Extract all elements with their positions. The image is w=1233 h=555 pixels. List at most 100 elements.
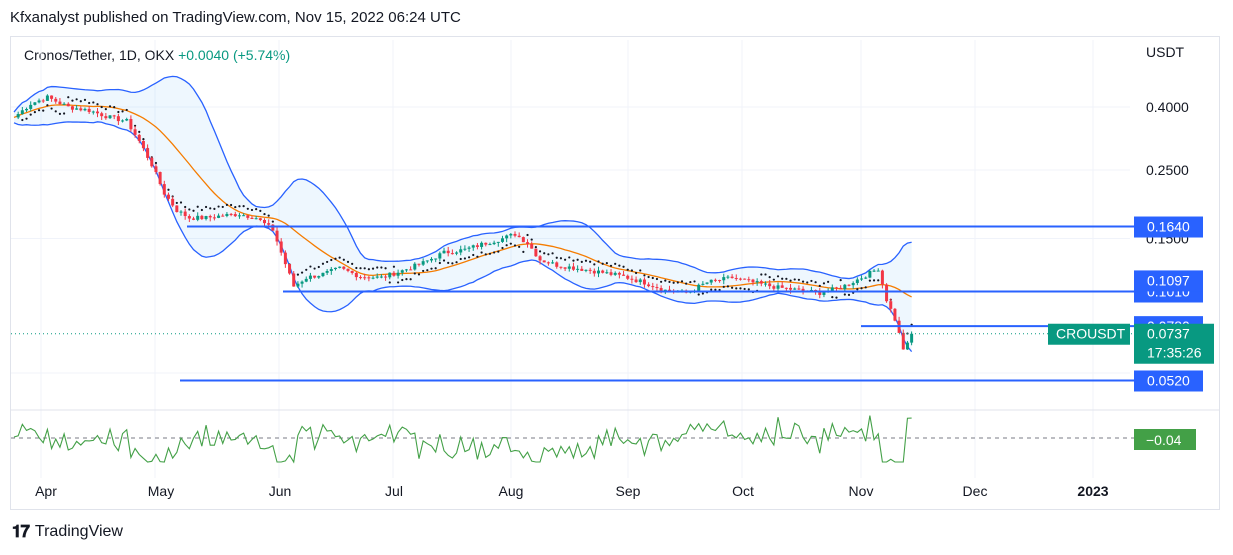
- candle: [571, 262, 575, 271]
- candle: [175, 205, 179, 213]
- candle-body: [475, 245, 479, 247]
- candles: [16, 94, 914, 350]
- candle-body: [237, 215, 241, 217]
- candle: [66, 102, 70, 107]
- chart-frame: [10, 36, 1220, 510]
- candle: [521, 236, 525, 243]
- candle-body: [200, 215, 204, 220]
- symbol-legend[interactable]: Cronos/Tether, 1D, OKX +0.0040 (+5.74%): [24, 47, 290, 63]
- candle: [96, 108, 99, 118]
- sar-dot: [75, 98, 78, 101]
- sar-dot: [388, 281, 391, 284]
- candle: [413, 262, 417, 271]
- candle: [317, 275, 321, 279]
- sar-dot: [21, 118, 24, 122]
- candle-body: [776, 285, 780, 289]
- candle-body: [25, 108, 29, 111]
- candle-body: [496, 241, 500, 243]
- sar-dot: [856, 288, 859, 291]
- candle: [517, 232, 521, 238]
- sar-dot: [622, 265, 625, 268]
- candle-body: [146, 148, 150, 158]
- candle: [275, 227, 279, 246]
- sar-dot: [743, 287, 746, 291]
- level-price-tag-bg: [1134, 216, 1203, 238]
- candle: [263, 218, 266, 226]
- symbol-tag-text: CROUSDT: [1056, 326, 1126, 342]
- candle: [563, 267, 567, 272]
- sar-dot: [67, 96, 70, 99]
- sar-dot: [434, 267, 437, 270]
- candle: [855, 277, 859, 286]
- sar-dot: [685, 282, 688, 285]
- sar-dot: [513, 244, 517, 247]
- candle: [617, 271, 621, 279]
- candle: [630, 275, 634, 284]
- candle-body: [580, 268, 584, 271]
- candle-body: [880, 270, 884, 285]
- candle: [83, 107, 87, 112]
- candle-body: [342, 266, 346, 269]
- candle-body: [730, 276, 734, 279]
- candle-body: [855, 279, 859, 284]
- candle-body: [860, 278, 864, 280]
- candle: [839, 285, 843, 290]
- candle: [229, 212, 233, 217]
- sar-dot: [568, 256, 571, 259]
- sar-dot: [255, 208, 258, 211]
- sar-dot: [509, 242, 512, 245]
- candle-body: [229, 213, 233, 215]
- candle-body: [379, 276, 383, 278]
- sar-dot: [601, 262, 604, 265]
- candle: [384, 274, 388, 281]
- sar-dot: [497, 250, 500, 253]
- sar-dot: [121, 110, 124, 113]
- candle-body: [667, 289, 671, 291]
- brand-name: TradingView: [34, 523, 123, 540]
- candle: [321, 272, 325, 278]
- candle-body: [526, 242, 530, 245]
- time-tick-label: Jun: [269, 483, 292, 499]
- candle-body: [592, 270, 596, 274]
- candle: [467, 246, 471, 252]
- sar-dot: [355, 266, 358, 270]
- candle: [818, 288, 822, 299]
- footer-brand[interactable]: 𝟏𝟕 TradingView: [12, 522, 123, 542]
- candle: [183, 208, 187, 220]
- sar-dot: [555, 256, 558, 259]
- candle: [292, 271, 296, 287]
- candle-body: [116, 116, 120, 122]
- candle-body: [513, 233, 517, 236]
- candle-body: [54, 98, 58, 102]
- sar-dot: [33, 110, 36, 114]
- candle-body: [738, 278, 742, 280]
- bollinger-upper-band: [13, 75, 912, 280]
- candle-body: [847, 284, 851, 286]
- candle: [480, 241, 484, 250]
- level-price-tag: 0.0520: [1134, 370, 1203, 392]
- sar-dot: [417, 273, 421, 276]
- sar-dot: [179, 201, 183, 204]
- sar-dot: [451, 262, 454, 265]
- sar-dot: [651, 276, 654, 280]
- candle-body: [104, 116, 108, 119]
- candle: [784, 287, 788, 291]
- sar-dot: [413, 272, 416, 275]
- sar-dot: [860, 287, 863, 290]
- candle-body: [392, 272, 396, 276]
- candle: [505, 234, 509, 243]
- sar-dot: [317, 265, 320, 269]
- time-tick-label: May: [148, 483, 174, 499]
- candle-body: [359, 277, 363, 279]
- sar-dot: [538, 250, 542, 253]
- sar-dot: [271, 220, 274, 223]
- candle: [367, 275, 371, 282]
- candle-body: [321, 272, 325, 277]
- candle-body: [551, 262, 555, 264]
- candle: [62, 102, 66, 106]
- candle: [288, 264, 292, 275]
- sar-dot: [338, 256, 341, 259]
- candle: [613, 271, 617, 276]
- candle-body: [96, 111, 99, 114]
